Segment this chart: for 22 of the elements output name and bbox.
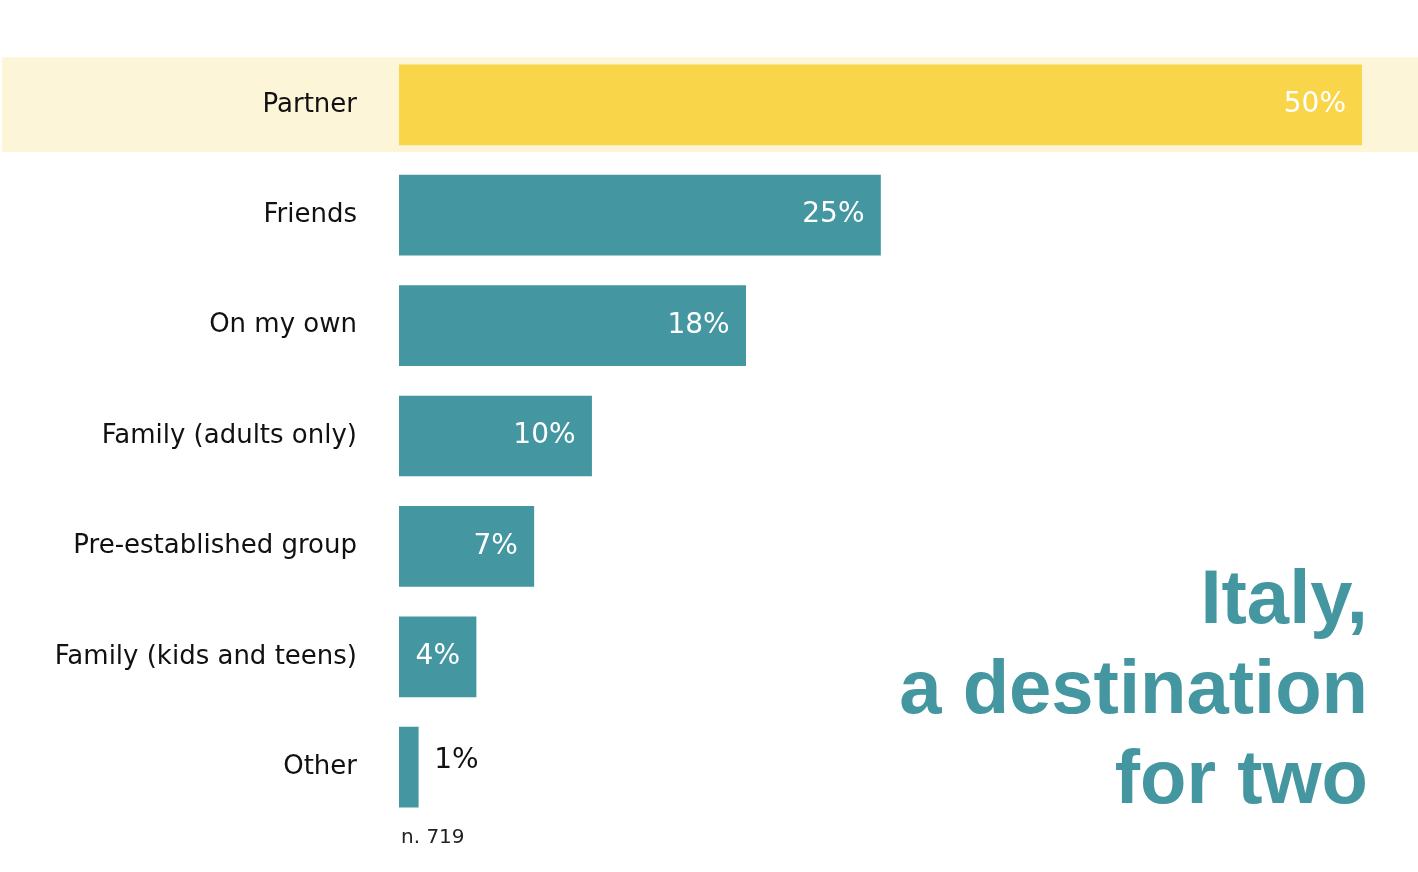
data-label: 7% — [473, 527, 518, 561]
data-label: 4% — [415, 638, 461, 672]
bar — [399, 174, 881, 256]
bar — [399, 616, 477, 698]
bar — [399, 726, 419, 808]
y-tick-label: Other — [283, 749, 358, 780]
y-tick-label: Family (adults only) — [101, 418, 357, 449]
bar — [399, 506, 535, 587]
bar — [399, 395, 592, 477]
data-label: 50% — [1283, 86, 1346, 120]
text: Italy, a destination for two — [899, 553, 1368, 821]
y-tick-label: Partner — [262, 87, 358, 118]
y-tick-label: On my own — [209, 308, 357, 339]
data-label: 10% — [513, 417, 576, 451]
data-label: 1% — [434, 742, 479, 776]
y-tick-label: Family (kids and teens) — [54, 639, 357, 670]
data-label: 25% — [802, 196, 865, 230]
y-tick-label: Pre-established group — [73, 529, 357, 560]
bar — [399, 285, 747, 366]
data-label: 18% — [667, 306, 730, 340]
y-tick-label: Friends — [263, 197, 357, 228]
text: n. 719 — [401, 823, 465, 848]
